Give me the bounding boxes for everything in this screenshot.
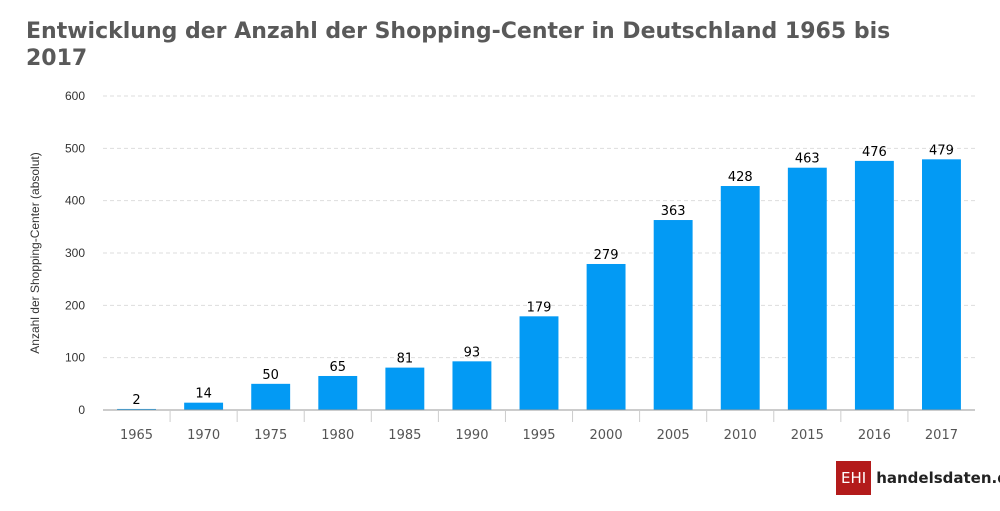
- x-tick-label-2005: 2005: [657, 428, 690, 443]
- y-tick-label: 200: [65, 298, 85, 312]
- data-label-2016: 476: [862, 145, 887, 160]
- data-label-2000: 279: [594, 248, 619, 263]
- bar-1990[interactable]: [452, 361, 492, 410]
- x-tick-label-2017: 2017: [925, 428, 958, 443]
- x-tick-label-1970: 1970: [187, 428, 220, 443]
- handelsdaten-link[interactable]: handelsdaten.de: [876, 469, 1000, 487]
- bar-1995[interactable]: [519, 316, 559, 410]
- x-tick-label-1985: 1985: [388, 428, 421, 443]
- bar-2010[interactable]: [720, 186, 760, 410]
- data-label-1990: 93: [464, 345, 481, 360]
- data-label-2015: 463: [795, 152, 820, 167]
- bar-2000[interactable]: [586, 263, 626, 410]
- y-tick-label: 400: [65, 194, 85, 208]
- y-axis-tick-labels: 0 100 200 300 400 500 600: [65, 89, 85, 417]
- data-label-2017: 479: [929, 143, 954, 158]
- data-label-1980: 65: [329, 360, 346, 375]
- x-tick-label-2015: 2015: [791, 428, 824, 443]
- data-label-2005: 363: [661, 204, 686, 219]
- data-label-1985: 81: [397, 352, 414, 367]
- x-tick-label-1995: 1995: [522, 428, 555, 443]
- data-label-2010: 428: [728, 170, 753, 185]
- ehi-logo[interactable]: EHI handelsdaten.de: [836, 461, 1000, 495]
- data-label-1970: 14: [195, 387, 212, 402]
- x-tick-label-1990: 1990: [455, 428, 488, 443]
- y-tick-label: 0: [78, 403, 85, 417]
- y-tick-label: 300: [65, 246, 85, 260]
- x-tick-label-1965: 1965: [120, 428, 153, 443]
- y-tick-label: 100: [65, 351, 85, 365]
- bar-1965[interactable]: [117, 408, 156, 410]
- y-tick-label: 600: [65, 89, 85, 103]
- bar-1975[interactable]: [251, 383, 291, 410]
- x-axis: [103, 409, 975, 422]
- data-label-1965: 2: [132, 393, 140, 408]
- chart-title: Entwicklung der Anzahl der Shopping-Cent…: [26, 19, 891, 71]
- bar-2016[interactable]: [854, 160, 894, 410]
- bars: [117, 159, 961, 410]
- bar-2015[interactable]: [787, 167, 827, 410]
- data-label-1975: 50: [262, 368, 279, 383]
- bar-1980[interactable]: [318, 375, 358, 410]
- x-axis-tick-labels: 1965 1970 1975 1980 1985 1990 1995 2000 2005 2010…: [120, 428, 958, 443]
- data-labels: 2 14 50 65 81 93 179 279 363 428 463 476 479: [132, 143, 953, 408]
- data-label-1995: 179: [527, 300, 552, 315]
- ehi-logo-box: EHI: [836, 461, 872, 495]
- y-tick-label: 500: [65, 141, 85, 155]
- x-tick-label-2016: 2016: [858, 428, 891, 443]
- x-tick-label-2000: 2000: [590, 428, 623, 443]
- y-axis-label: Anzahl der Shopping-Center (absolut): [28, 152, 42, 353]
- x-tick-label-1980: 1980: [321, 428, 354, 443]
- bar-1970[interactable]: [184, 402, 224, 410]
- x-tick-label-2010: 2010: [724, 428, 757, 443]
- bar-2017[interactable]: [922, 159, 961, 410]
- x-tick-label-1975: 1975: [254, 428, 287, 443]
- bar-1985[interactable]: [385, 367, 425, 410]
- bar-2005[interactable]: [653, 220, 693, 410]
